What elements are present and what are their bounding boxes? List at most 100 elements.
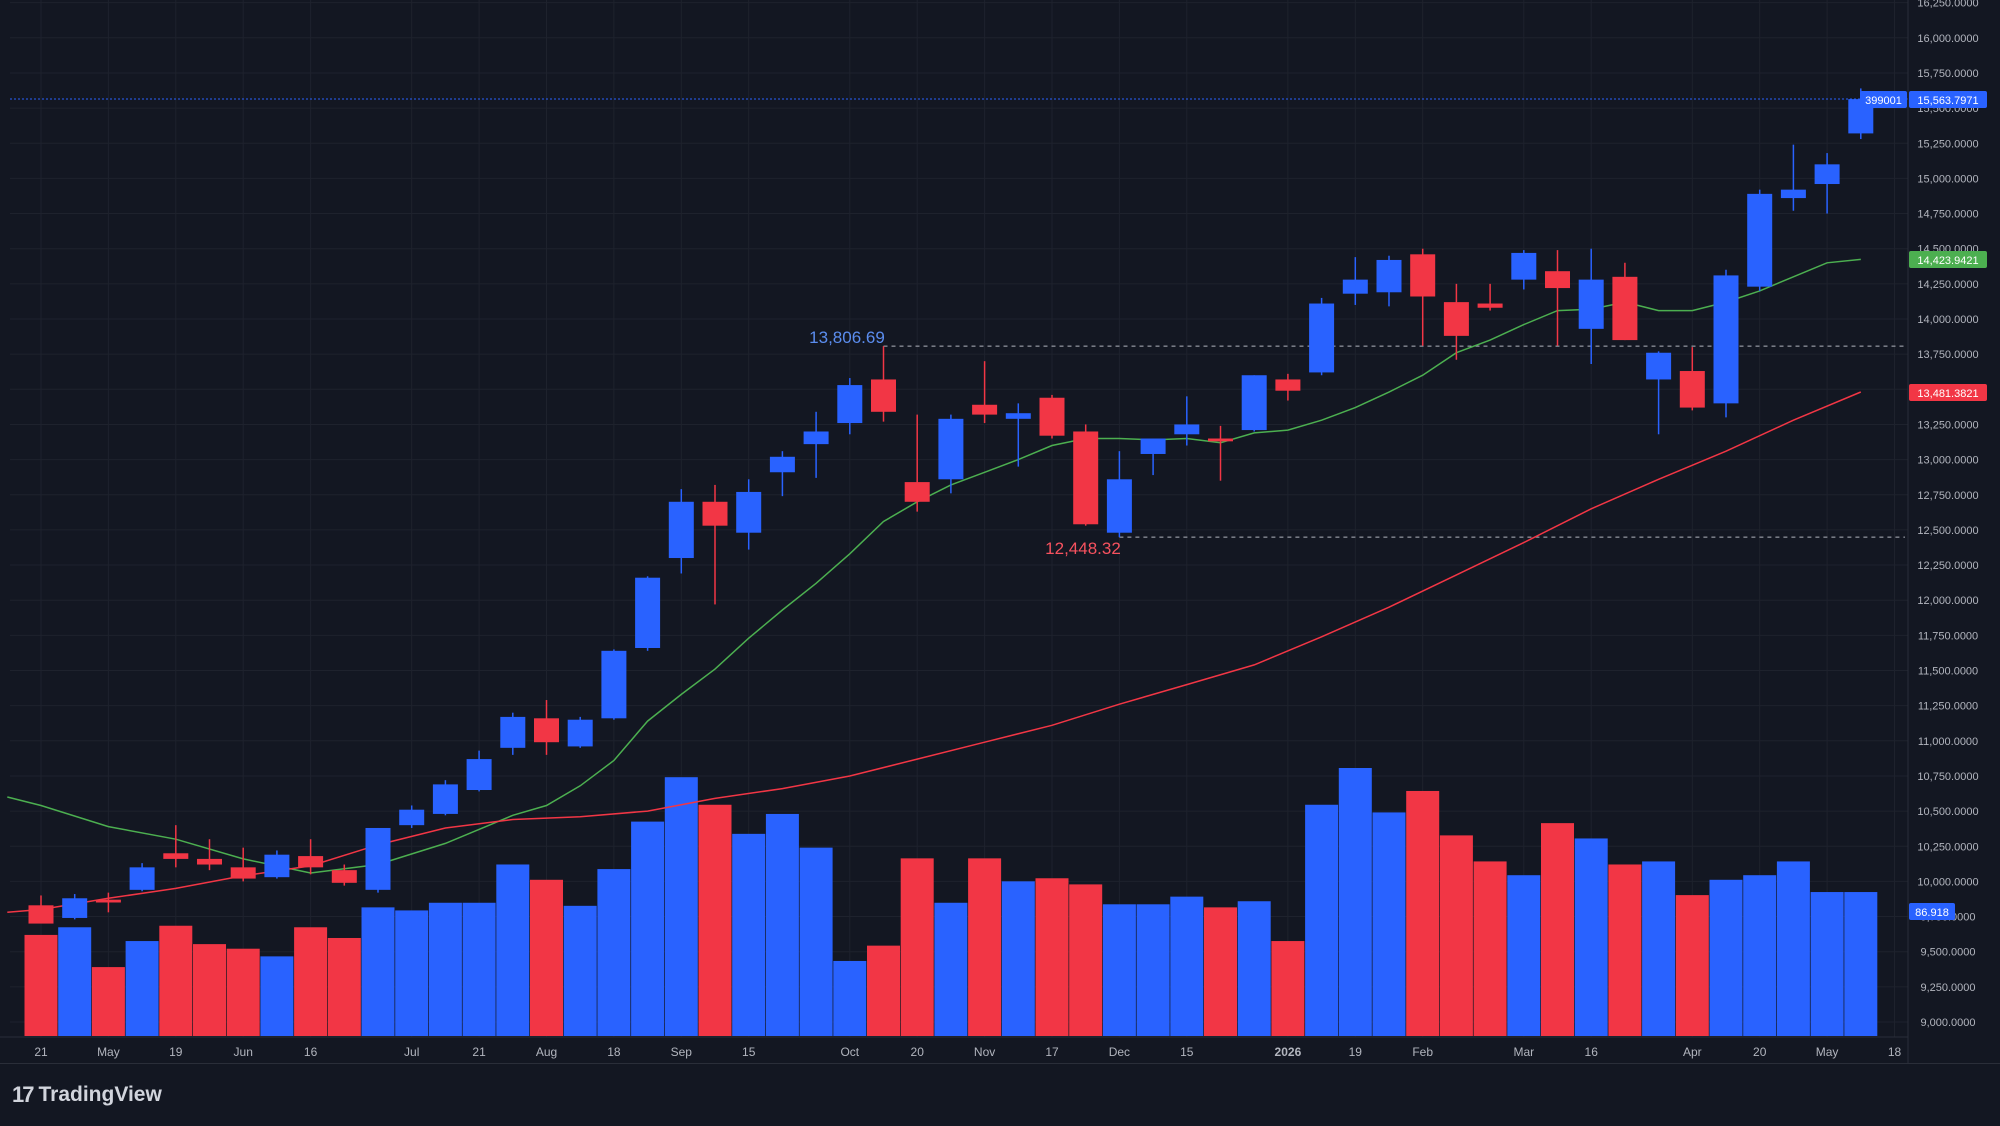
time-tick-label: 21 bbox=[34, 1045, 48, 1059]
candle bbox=[466, 750, 492, 792]
volume-bar bbox=[1675, 895, 1709, 1036]
volume-bar bbox=[1069, 884, 1103, 1036]
candle bbox=[1309, 297, 1335, 376]
price-tick-label: 9,250.0000 bbox=[1920, 982, 1975, 994]
candle bbox=[1578, 248, 1604, 364]
candle bbox=[1511, 250, 1537, 290]
candle-body bbox=[1005, 413, 1031, 419]
candle-body bbox=[1376, 259, 1402, 293]
candle-body bbox=[1106, 479, 1132, 533]
candle bbox=[601, 649, 627, 720]
candle bbox=[28, 895, 54, 924]
svg-text:13,481.3821: 13,481.3821 bbox=[1917, 388, 1978, 400]
price-tick-label: 9,000.0000 bbox=[1920, 1017, 1975, 1029]
time-tick-label: Apr bbox=[1683, 1045, 1702, 1059]
time-tick-label: 2026 bbox=[1275, 1045, 1302, 1059]
price-tick-label: 11,000.0000 bbox=[1918, 736, 1978, 748]
price-axis[interactable] bbox=[1908, 0, 2000, 1063]
volume-label: 86.918 bbox=[1909, 903, 1955, 920]
candle-body bbox=[668, 501, 694, 559]
volume-bar bbox=[1271, 941, 1305, 1036]
candle bbox=[62, 894, 88, 920]
volume-bar bbox=[462, 902, 496, 1036]
candle-body bbox=[1443, 302, 1469, 336]
volume-bar bbox=[226, 948, 260, 1036]
candle-body bbox=[635, 577, 661, 649]
time-tick-label: Oct bbox=[840, 1045, 859, 1059]
candle-body bbox=[1208, 438, 1233, 442]
candle-body bbox=[1477, 303, 1503, 308]
tradingview-logo[interactable]: 17 TradingView bbox=[12, 1082, 162, 1108]
volume-bar bbox=[1473, 861, 1507, 1036]
volume-bar bbox=[1204, 907, 1237, 1036]
candle bbox=[1140, 438, 1166, 476]
time-tick-label: Feb bbox=[1412, 1045, 1433, 1059]
candle bbox=[432, 780, 458, 816]
price-tick-label: 10,000.0000 bbox=[1917, 876, 1978, 888]
candle-body bbox=[567, 719, 593, 747]
candle bbox=[1073, 424, 1099, 526]
time-tick-label: Mar bbox=[1513, 1045, 1534, 1059]
time-tick-label: 18 bbox=[607, 1045, 621, 1059]
candle bbox=[331, 864, 357, 886]
volume-bar bbox=[1001, 881, 1035, 1036]
volume-bar bbox=[1743, 875, 1777, 1036]
last-price-label: 15,563.7971 bbox=[1909, 91, 1987, 108]
volume-bar bbox=[1237, 901, 1271, 1036]
low-annotation: 12,448.32 bbox=[1045, 539, 1121, 558]
candle-body bbox=[1545, 271, 1570, 289]
time-tick-label: 20 bbox=[1753, 1045, 1767, 1059]
time-axis-ticks[interactable]: 21 May 19 Jun 16 Jul 21 Aug 18 Sep 15 Oct 20 Nov 17 Dec… bbox=[34, 1045, 1901, 1059]
candle bbox=[1275, 373, 1301, 401]
volume-bar bbox=[900, 858, 934, 1036]
time-tick-label: 19 bbox=[169, 1045, 183, 1059]
candle-body bbox=[1612, 276, 1638, 341]
candle bbox=[534, 700, 559, 755]
svg-text:14,423.9421: 14,423.9421 bbox=[1917, 255, 1978, 267]
candle-body bbox=[702, 501, 728, 526]
volume-bar bbox=[1406, 790, 1440, 1036]
time-tick-label: May bbox=[97, 1045, 120, 1059]
price-tick-label: 13,000.0000 bbox=[1917, 455, 1978, 467]
candle bbox=[769, 451, 795, 497]
candle-body bbox=[298, 856, 324, 868]
price-tick-label: 14,000.0000 bbox=[1917, 314, 1978, 326]
price-chart[interactable]: 13,806.69 12,448.32 9,000.0000 9,250.0000… bbox=[0, 0, 2000, 1063]
candle-body bbox=[736, 491, 762, 533]
volume-bar bbox=[395, 910, 429, 1036]
volume-bar bbox=[1642, 861, 1676, 1036]
price-tick-label: 13,250.0000 bbox=[1917, 419, 1978, 431]
volume-bar bbox=[496, 864, 530, 1036]
candle bbox=[1612, 262, 1638, 341]
volume-bar bbox=[1507, 875, 1541, 1036]
volume-bar bbox=[631, 821, 665, 1036]
price-tick-label: 16,000.0000 bbox=[1917, 33, 1978, 45]
price-tick-label: 12,750.0000 bbox=[1917, 490, 1978, 502]
high-annotation: 13,806.69 bbox=[809, 328, 885, 347]
volume-bar bbox=[260, 956, 294, 1036]
tradingview-logo-icon: 17 bbox=[12, 1082, 35, 1107]
time-tick-label: Dec bbox=[1109, 1045, 1130, 1059]
price-tick-label: 15,250.0000 bbox=[1917, 138, 1978, 150]
candle-body bbox=[95, 899, 121, 903]
candle-body bbox=[1241, 375, 1267, 431]
svg-text:399001: 399001 bbox=[1865, 95, 1902, 107]
candle-body bbox=[1039, 397, 1065, 436]
time-tick-label: 21 bbox=[472, 1045, 486, 1059]
volume-bar bbox=[361, 907, 395, 1036]
candlesticks bbox=[28, 88, 1874, 924]
candle bbox=[129, 863, 155, 892]
volume-bar bbox=[1035, 878, 1069, 1036]
candle-body bbox=[1679, 371, 1705, 408]
ma-fast-label: 14,423.9421 bbox=[1909, 251, 1987, 268]
candle-body bbox=[399, 809, 425, 826]
candle bbox=[1443, 283, 1469, 360]
volume-bar bbox=[1136, 904, 1170, 1036]
candle-body bbox=[1747, 193, 1773, 287]
price-tick-label: 16,250.0000 bbox=[1917, 0, 1978, 10]
candle-body bbox=[904, 482, 930, 502]
candle-body bbox=[1814, 164, 1840, 185]
candle bbox=[365, 827, 391, 893]
symbol-tag: 399001 bbox=[1860, 91, 1907, 108]
candle-body bbox=[1140, 438, 1166, 454]
